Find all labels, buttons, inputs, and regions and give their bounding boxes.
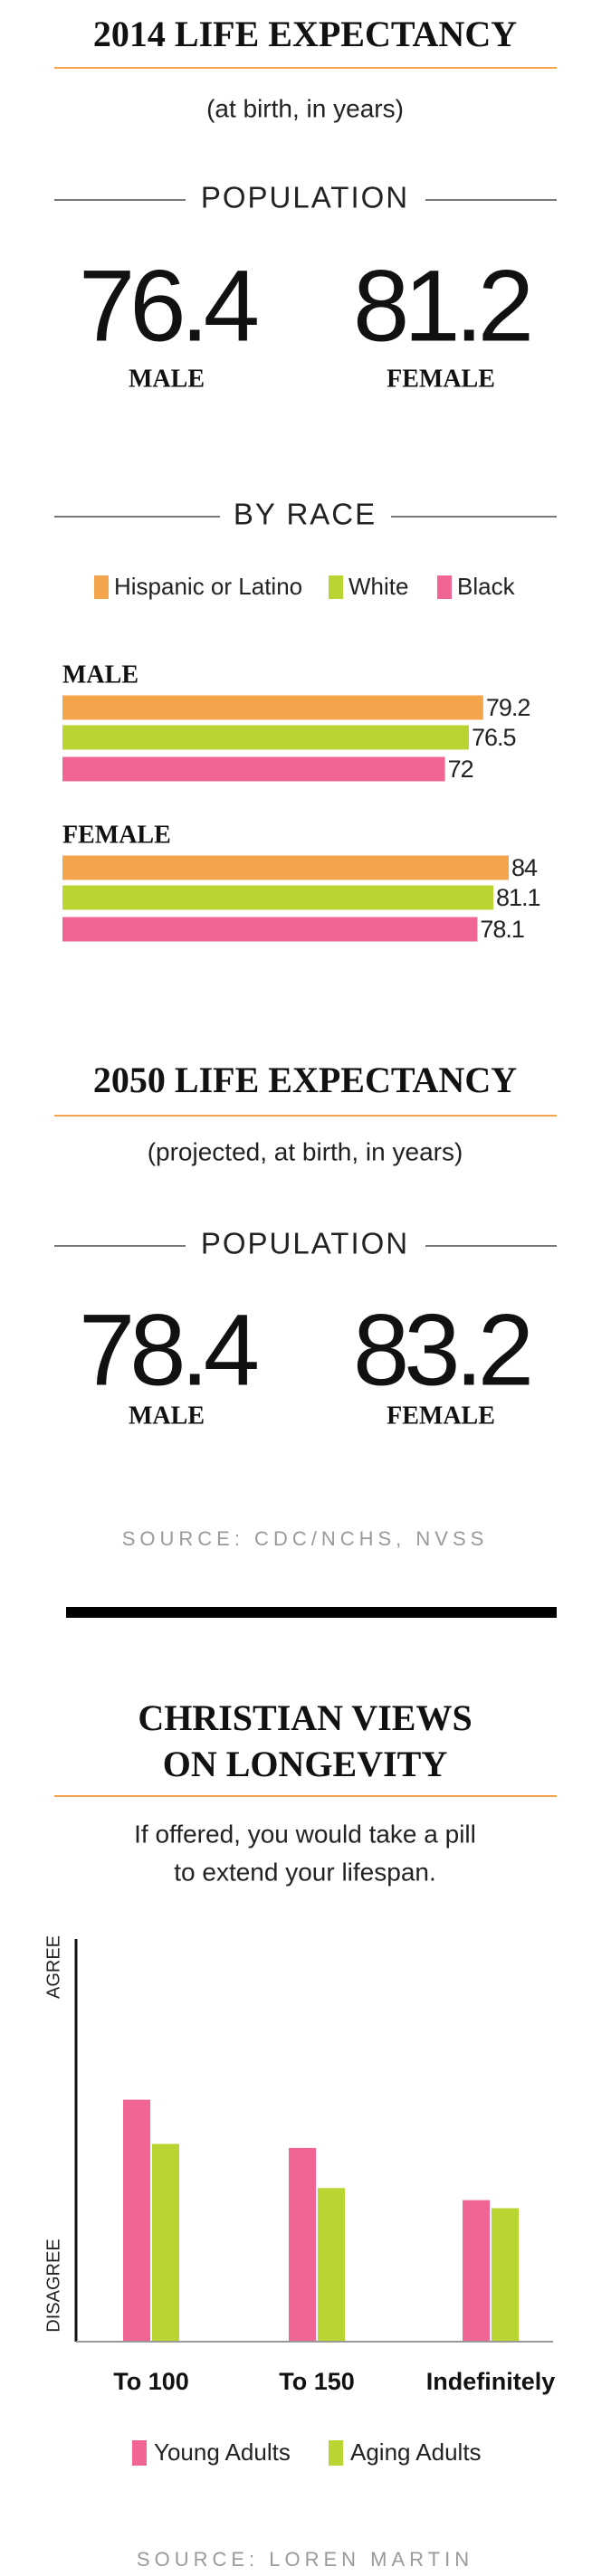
value-label: 79.2 bbox=[486, 694, 530, 721]
stat-label: FEMALE bbox=[387, 1402, 495, 1430]
title: ON LONGEVITY bbox=[163, 1744, 448, 1784]
stat: 83.2 bbox=[353, 1294, 530, 1407]
legend-swatch bbox=[437, 575, 452, 599]
stat-label: FEMALE bbox=[387, 365, 495, 393]
legend-swatch bbox=[94, 575, 109, 599]
source: SOURCE: CDC/NCHS, NVSS bbox=[122, 1527, 489, 1550]
source: SOURCE: LOREN MARTIN bbox=[137, 2548, 473, 2571]
bar bbox=[463, 2200, 490, 2341]
value-label: 84 bbox=[511, 854, 538, 881]
heading: POPULATION bbox=[201, 181, 409, 214]
group-label: MALE bbox=[62, 661, 138, 689]
stat: 81.2 bbox=[353, 250, 530, 363]
value-label: 78.1 bbox=[480, 916, 524, 943]
value-label: 81.1 bbox=[496, 884, 540, 911]
subtitle: (at birth, in years) bbox=[206, 94, 404, 122]
axis-label: AGREE bbox=[43, 1935, 63, 1999]
bar bbox=[62, 725, 469, 750]
title: 2014 LIFE EXPECTANCY bbox=[93, 14, 517, 54]
stat-label: MALE bbox=[129, 365, 205, 393]
legend-label: Black bbox=[457, 573, 516, 600]
bar bbox=[318, 2188, 345, 2341]
subtitle: (projected, at birth, in years) bbox=[148, 1137, 463, 1165]
value-label: 76.5 bbox=[472, 724, 516, 751]
x-tick-label: Indefinitely bbox=[426, 2368, 556, 2395]
title: 2050 LIFE EXPECTANCY bbox=[93, 1060, 517, 1100]
value-label: 72 bbox=[448, 756, 473, 783]
legend-label: Young Adults bbox=[154, 2438, 291, 2466]
title: CHRISTIAN VIEWS bbox=[138, 1697, 472, 1738]
legend-swatch bbox=[329, 2440, 343, 2466]
bar bbox=[62, 695, 483, 720]
group-label: FEMALE bbox=[62, 821, 171, 849]
x-tick-label: To 150 bbox=[279, 2368, 355, 2395]
heading: BY RACE bbox=[234, 498, 377, 531]
layout bbox=[54, 67, 557, 2343]
legend-swatch bbox=[329, 575, 343, 599]
x-tick-label: To 100 bbox=[113, 2368, 189, 2395]
bar bbox=[62, 917, 478, 942]
stat: 78.4 bbox=[79, 1294, 258, 1407]
bar bbox=[62, 885, 493, 910]
legend-swatch bbox=[132, 2440, 147, 2466]
stat: 76.4 bbox=[79, 250, 258, 363]
bar bbox=[289, 2147, 316, 2341]
legend-label: White bbox=[348, 573, 408, 600]
bar bbox=[62, 855, 509, 880]
bar bbox=[492, 2208, 519, 2341]
subtitle: to extend your lifespan. bbox=[174, 1858, 436, 1886]
heading: POPULATION bbox=[201, 1227, 409, 1260]
bar bbox=[152, 2143, 179, 2341]
divider bbox=[66, 1607, 557, 1618]
stat-label: MALE bbox=[129, 1402, 205, 1430]
legend-label: Aging Adults bbox=[350, 2438, 482, 2466]
bar bbox=[62, 756, 445, 782]
subtitle: If offered, you would take a pill bbox=[134, 1820, 476, 1848]
axis-label: DISAGREE bbox=[43, 2239, 63, 2332]
legend-label: Hispanic or Latino bbox=[114, 573, 302, 600]
bar bbox=[123, 2099, 150, 2341]
